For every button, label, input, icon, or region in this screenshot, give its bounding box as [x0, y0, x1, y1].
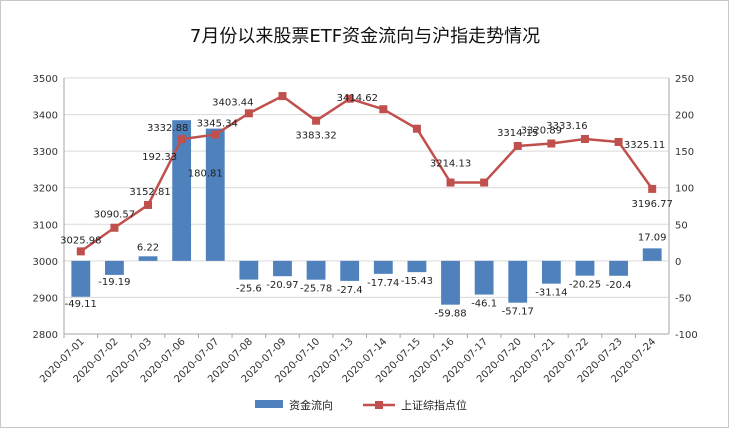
line-marker — [244, 109, 253, 118]
y-left-tick-label: 3400 — [33, 111, 58, 122]
y-right-tick-label: 100 — [675, 184, 694, 195]
line-data-label: 3196.77 — [632, 199, 673, 210]
bar-data-label: -57.17 — [502, 307, 534, 318]
y-right-tick-label: -100 — [675, 330, 698, 341]
line-marker — [177, 135, 186, 144]
legend-swatch-fund-flow — [255, 400, 283, 408]
bar — [441, 260, 460, 305]
line-data-label: 3090.57 — [94, 210, 135, 221]
line-data-label: 3152.81 — [129, 187, 170, 198]
bar — [508, 260, 528, 303]
bar — [541, 260, 561, 284]
bar — [239, 260, 259, 280]
bar — [205, 128, 225, 261]
bar-data-label: -17.74 — [367, 278, 399, 289]
bar-data-label: 192.33 — [142, 152, 177, 163]
legend-label-index: 上证综指点位 — [401, 398, 467, 412]
bar — [172, 120, 192, 261]
line-data-label: 3345.34 — [197, 119, 238, 130]
line-marker — [614, 137, 623, 146]
y-left-tick-label: 3300 — [33, 147, 58, 158]
line-marker — [345, 94, 354, 103]
line-data-label: 3320.89 — [521, 126, 562, 137]
line-data-label: 3383.32 — [295, 131, 336, 142]
bar-data-label: -46.1 — [471, 299, 497, 310]
y-left-tick-label: 3000 — [33, 257, 58, 268]
line-marker — [648, 184, 657, 193]
legend-marker-index — [375, 401, 383, 409]
bar-data-label: -25.6 — [236, 284, 262, 295]
line-data-label: 3314.15 — [497, 128, 538, 139]
bar-data-label: -15.43 — [401, 276, 433, 287]
legend-label-fund-flow: 资金流向 — [289, 398, 333, 412]
bar-data-label: -20.4 — [606, 280, 632, 291]
axes: 2800 2900 3000 3100 3200 3300 3400 3500 -100 -50 0… — [33, 74, 698, 385]
line-marker — [278, 92, 287, 101]
line-data-label: 3414.62 — [337, 93, 378, 104]
index-line — [80, 94, 654, 253]
bar-data-label: -25.78 — [300, 284, 332, 295]
y-left-tick-label: 3500 — [33, 74, 58, 85]
bar-data-label: 180.81 — [188, 169, 223, 180]
line-data-label: 3403.44 — [212, 97, 253, 108]
y-left-tick-label: 3200 — [33, 184, 58, 195]
y-right-tick-label: 200 — [675, 111, 694, 122]
line-marker — [547, 139, 556, 148]
y-left-tick-label: 2800 — [33, 330, 58, 341]
line-marker — [580, 135, 589, 144]
y-left-tick-label: 2900 — [33, 293, 58, 304]
bar-data-label: -49.11 — [65, 299, 97, 310]
bar-data-label: -27.4 — [337, 285, 363, 296]
bar — [306, 260, 326, 280]
line-data-label: 3333.16 — [546, 121, 587, 132]
line-data-label: 3332.88 — [147, 123, 188, 134]
y-right-tick-label: -50 — [675, 293, 691, 304]
y-left-tick-label: 3100 — [33, 220, 58, 231]
y-right-tick-label: 50 — [675, 220, 688, 231]
bar — [575, 260, 595, 276]
bar-data-label: -59.88 — [434, 309, 466, 320]
line-data-label: 3325.11 — [624, 140, 665, 151]
bar — [105, 260, 124, 275]
bar-data-label: -19.19 — [98, 277, 130, 288]
bar — [373, 260, 393, 274]
bar-data-label: 6.22 — [137, 242, 159, 253]
line-marker — [446, 178, 455, 187]
line-marker — [312, 116, 321, 125]
line-marker — [513, 141, 522, 150]
line-marker — [211, 130, 220, 139]
line-marker — [412, 124, 421, 133]
bar — [407, 260, 427, 273]
bar-data-label: -31.14 — [535, 288, 567, 299]
bar-series — [71, 120, 662, 305]
y-right-tick-label: 0 — [675, 257, 681, 268]
bar — [138, 256, 158, 261]
line-data-label: 3025.98 — [60, 235, 101, 246]
bar — [609, 260, 628, 276]
line-marker — [76, 247, 85, 256]
line-marker — [144, 200, 153, 209]
bar-data-label: 17.09 — [638, 232, 667, 243]
bar — [642, 248, 662, 261]
chart-title: 7月份以来股票ETF资金流向与沪指走势情况 — [190, 26, 540, 47]
gridlines — [64, 77, 669, 335]
bar-data-label: -20.25 — [569, 280, 601, 291]
bar — [474, 260, 494, 295]
y-right-tick-label: 250 — [675, 74, 694, 85]
bar — [273, 260, 292, 277]
line-marker — [480, 178, 489, 187]
line-series — [76, 92, 657, 256]
bar-data-label: -20.97 — [266, 280, 298, 291]
legend: 资金流向 上证综指点位 — [255, 398, 467, 412]
bar — [71, 260, 91, 297]
line-marker — [110, 223, 119, 232]
bar — [340, 260, 360, 281]
line-data-label: 3214.13 — [430, 159, 471, 170]
y-right-tick-label: 150 — [675, 147, 694, 158]
line-marker — [379, 105, 388, 114]
